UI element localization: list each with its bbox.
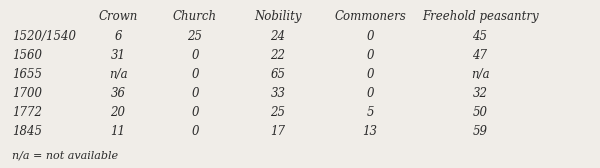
Text: 0: 0	[366, 30, 374, 43]
Text: 1772: 1772	[12, 106, 42, 119]
Text: 13: 13	[362, 125, 377, 138]
Text: 0: 0	[366, 68, 374, 81]
Text: 0: 0	[366, 87, 374, 100]
Text: 0: 0	[191, 49, 199, 62]
Text: Freehold peasantry: Freehold peasantry	[422, 10, 538, 23]
Text: 0: 0	[191, 106, 199, 119]
Text: 1845: 1845	[12, 125, 42, 138]
Text: 59: 59	[473, 125, 487, 138]
Text: 0: 0	[366, 49, 374, 62]
Text: 25: 25	[271, 106, 286, 119]
Text: 5: 5	[366, 106, 374, 119]
Text: 11: 11	[110, 125, 125, 138]
Text: 25: 25	[187, 30, 203, 43]
Text: 65: 65	[271, 68, 286, 81]
Text: Nobility: Nobility	[254, 10, 302, 23]
Text: n/a: n/a	[470, 68, 490, 81]
Text: 17: 17	[271, 125, 286, 138]
Text: 33: 33	[271, 87, 286, 100]
Text: 32: 32	[473, 87, 487, 100]
Text: 0: 0	[191, 125, 199, 138]
Text: 22: 22	[271, 49, 286, 62]
Text: 1700: 1700	[12, 87, 42, 100]
Text: n/a = not available: n/a = not available	[12, 150, 118, 160]
Text: 36: 36	[110, 87, 125, 100]
Text: 1560: 1560	[12, 49, 42, 62]
Text: 24: 24	[271, 30, 286, 43]
Text: Crown: Crown	[98, 10, 137, 23]
Text: Church: Church	[173, 10, 217, 23]
Text: 50: 50	[473, 106, 487, 119]
Text: 20: 20	[110, 106, 125, 119]
Text: 45: 45	[473, 30, 487, 43]
Text: 47: 47	[473, 49, 487, 62]
Text: 6: 6	[114, 30, 122, 43]
Text: Commoners: Commoners	[334, 10, 406, 23]
Text: 1655: 1655	[12, 68, 42, 81]
Text: 0: 0	[191, 87, 199, 100]
Text: 31: 31	[110, 49, 125, 62]
Text: 0: 0	[191, 68, 199, 81]
Text: n/a: n/a	[109, 68, 127, 81]
Text: 1520/1540: 1520/1540	[12, 30, 76, 43]
